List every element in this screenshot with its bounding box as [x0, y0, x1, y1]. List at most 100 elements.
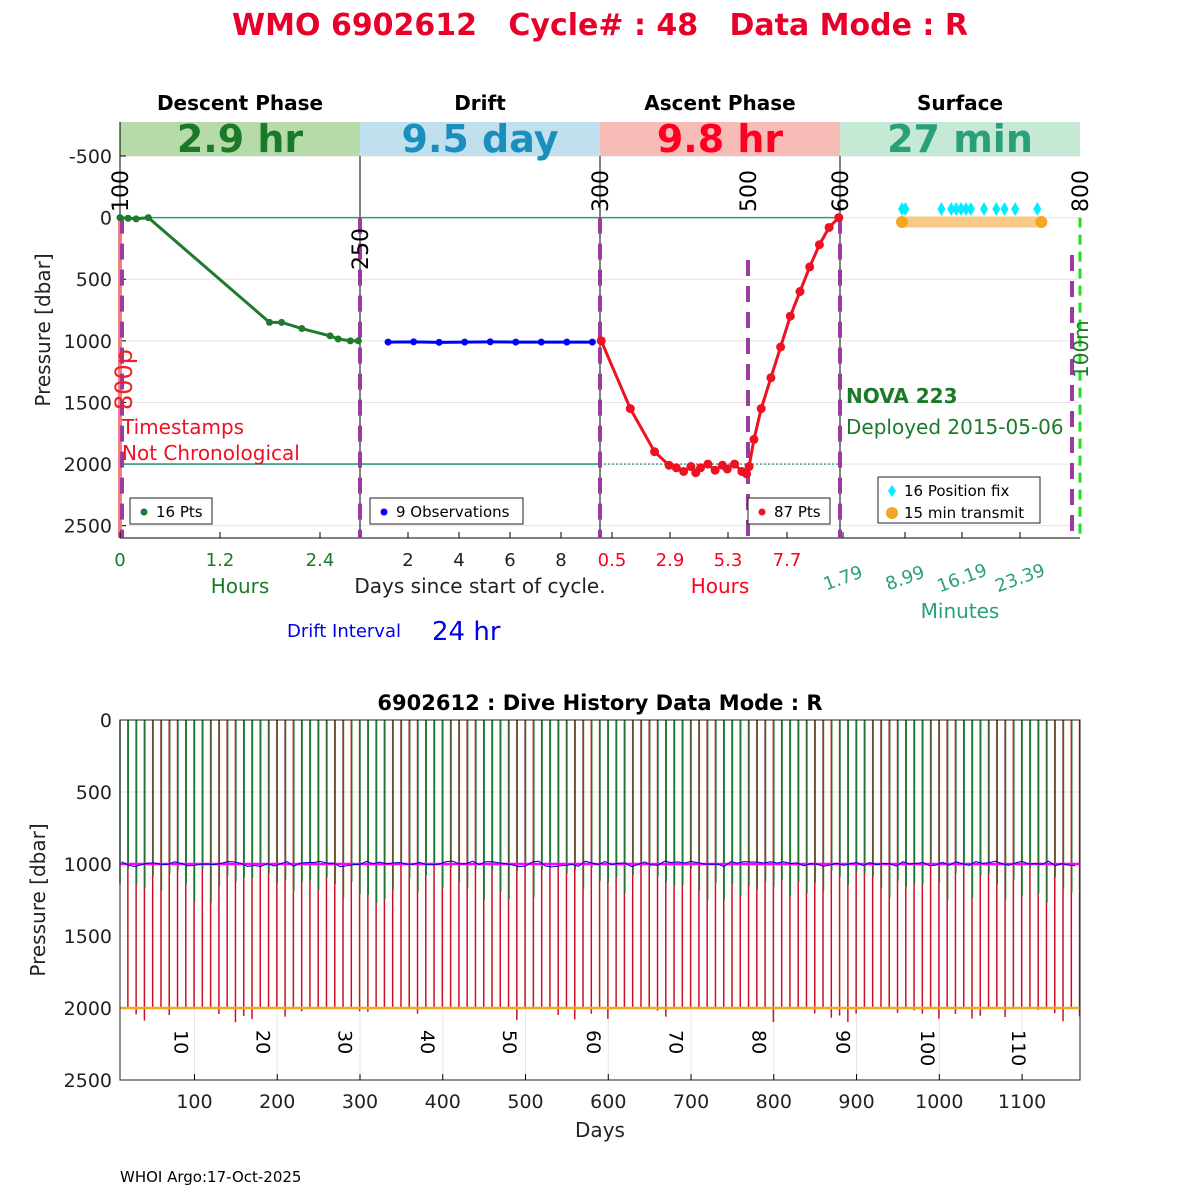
descent-point — [334, 335, 342, 343]
ascent-line — [599, 216, 840, 477]
marker-label: 100 — [109, 170, 134, 212]
drift-interval-value: 24 hr — [432, 617, 501, 647]
cycle-number-label: 50 — [498, 1030, 520, 1054]
ascent-point — [722, 464, 732, 474]
xtick-label: 23.39 — [992, 560, 1048, 597]
side-label-right: 100m — [1069, 320, 1093, 378]
position-fix-point — [961, 202, 970, 216]
phase-duration: 9.5 day — [402, 117, 559, 161]
xtick-label: 7.7 — [773, 550, 802, 571]
ascent-point — [679, 466, 689, 476]
ascent-point — [785, 311, 795, 321]
legend-drift-label: 9 Observations — [396, 503, 510, 521]
drift-point — [512, 338, 520, 346]
xtick-label: 4 — [453, 550, 464, 571]
ascent-point — [766, 373, 776, 383]
marker-label: 800 — [1069, 170, 1094, 212]
position-fix-point — [992, 202, 1001, 216]
marker-label: 300 — [589, 170, 614, 212]
phase-band — [120, 122, 360, 156]
xtick-label: 8.99 — [883, 562, 928, 595]
descent-point — [326, 332, 334, 340]
xtick-label: 16.19 — [934, 560, 990, 597]
ytick-label: 2000 — [64, 998, 112, 1020]
transmit-point — [1035, 216, 1048, 228]
cycle-number-label: 80 — [747, 1030, 769, 1054]
xtick-label: 1000 — [915, 1091, 963, 1113]
ytick-label: 2500 — [64, 516, 112, 538]
drift-point — [537, 338, 545, 346]
cycle-number-label: 100 — [916, 1030, 938, 1066]
position-fix-point — [947, 202, 956, 216]
xtick-label: 900 — [838, 1091, 874, 1113]
ytick-label: 1500 — [64, 926, 112, 948]
cycle-number-label: 30 — [333, 1030, 355, 1054]
ascent-point — [625, 404, 635, 414]
ascent-point — [742, 469, 752, 479]
ascent-point — [730, 459, 740, 469]
drift-point — [384, 338, 392, 346]
xtick-label: 700 — [673, 1091, 709, 1113]
xlabel-surface: Minutes — [921, 599, 1000, 623]
xlabel-drift: Days since start of cycle. — [354, 574, 605, 598]
phase-duration: 27 min — [887, 117, 1033, 161]
ytick-label: 500 — [76, 269, 112, 291]
xtick-label: 1100 — [998, 1091, 1046, 1113]
cycle-number-label: 60 — [582, 1030, 604, 1054]
legend-descent-label: 16 Pts — [156, 503, 203, 521]
ytick-label: 1000 — [64, 854, 112, 876]
cycle-number-label: 110 — [1007, 1030, 1029, 1066]
ascent-point — [686, 462, 696, 472]
phase-band — [840, 122, 1080, 156]
side-label-left: 800p — [110, 349, 138, 410]
ascent-point — [671, 463, 681, 473]
ytick-label: 500 — [76, 782, 112, 804]
position-fix-point — [1033, 202, 1042, 216]
annotation-line-1: Timestamps — [121, 415, 244, 439]
drift-point — [486, 338, 494, 346]
legend-surface — [877, 476, 1041, 524]
legend-descent-marker — [140, 508, 148, 516]
phase-title: Descent Phase — [157, 91, 323, 115]
position-fix-point — [937, 202, 946, 216]
marker-label: 600 — [829, 170, 854, 212]
phase-duration: 2.9 hr — [177, 117, 304, 161]
legend-surface-marker — [888, 485, 896, 497]
y-axis-label: Pressure [dbar] — [26, 823, 50, 976]
ascent-point — [703, 459, 713, 469]
phase-title: Ascent Phase — [644, 91, 795, 115]
marker-label: 250 — [349, 228, 374, 270]
xtick-label: 0 — [114, 550, 125, 571]
position-fix-point — [966, 202, 975, 216]
ytick-label: 2000 — [64, 454, 112, 476]
xtick-label: 600 — [590, 1091, 626, 1113]
position-fix-point — [957, 202, 966, 216]
y-axis-label: Pressure [dbar] — [31, 253, 55, 406]
xtick-label: 2.4 — [306, 550, 335, 571]
phase-band — [360, 122, 600, 156]
cycle-number-label: 70 — [665, 1030, 687, 1054]
ascent-point — [756, 404, 766, 414]
xtick-label: 300 — [342, 1091, 378, 1113]
legend-surface-label: 16 Position fix — [904, 482, 1009, 500]
ascent-point — [805, 262, 815, 272]
ascent-point — [795, 287, 805, 297]
position-fix-point — [1011, 202, 1020, 216]
ascent-point — [749, 434, 759, 444]
phase-title: Drift — [454, 91, 506, 115]
phase-band — [600, 122, 840, 156]
legend-surface-label: 15 min transmit — [904, 504, 1024, 522]
annotation-line-2: Not Chronological — [122, 441, 300, 465]
dive-history-chart: 0 500 1000 1500 2000 2500 100 200 300 400 500 600 70… — [26, 691, 1081, 1142]
descent-point — [278, 318, 286, 326]
cycle-number-label: 90 — [832, 1030, 854, 1054]
footer-credit: WHOI Argo:17-Oct-2025 — [120, 1168, 301, 1186]
xtick-label: 2.9 — [656, 550, 685, 571]
position-fix-point — [901, 202, 910, 216]
marker-label: 500 — [737, 170, 762, 212]
cycle-number-label: 10 — [170, 1030, 192, 1054]
position-fix-point — [952, 202, 961, 216]
xtick-label: 1.79 — [821, 562, 866, 595]
